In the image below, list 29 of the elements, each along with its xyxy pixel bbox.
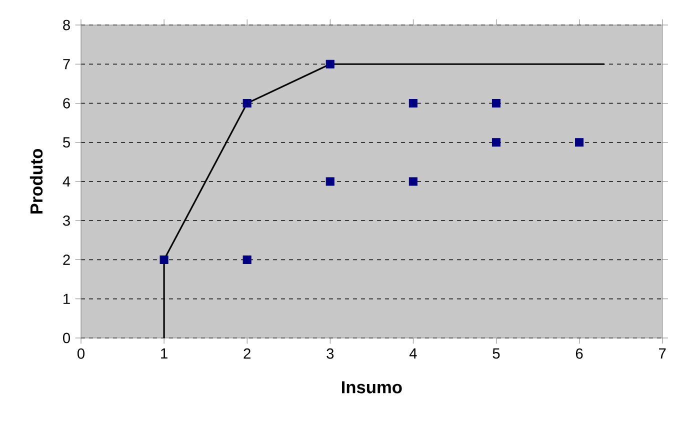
y-tick-label: 3 bbox=[63, 215, 70, 226]
y-tick-label: 4 bbox=[62, 176, 70, 187]
x-tick-label: 3 bbox=[326, 348, 334, 359]
y-tick-label: 0 bbox=[63, 332, 70, 344]
point bbox=[408, 98, 418, 108]
x-tick-label: 5 bbox=[492, 348, 500, 359]
point bbox=[242, 255, 252, 264]
point bbox=[492, 138, 501, 147]
point bbox=[160, 255, 168, 264]
point bbox=[575, 138, 584, 147]
y-axis-title: Produto bbox=[30, 148, 43, 214]
x-axis-title: Insumo bbox=[342, 381, 402, 394]
y-tick-label: 2 bbox=[63, 254, 70, 265]
point bbox=[408, 177, 418, 186]
y-tick-label: 1 bbox=[64, 294, 70, 304]
x-tick-label: 2 bbox=[244, 348, 250, 359]
y-tick-label: 5 bbox=[63, 137, 70, 148]
y-tick-label: 7 bbox=[63, 59, 70, 70]
y-tick-label: 8 bbox=[63, 20, 70, 30]
x-tick-label: 0 bbox=[77, 348, 84, 359]
x-tick-label: 6 bbox=[576, 348, 583, 359]
point bbox=[326, 177, 334, 186]
point bbox=[242, 98, 252, 108]
point bbox=[326, 60, 334, 68]
x-tick-label: 1 bbox=[161, 348, 168, 358]
x-tick-label: 7 bbox=[659, 348, 666, 358]
x-tick-label: 4 bbox=[409, 348, 417, 358]
y-tick-label: 6 bbox=[63, 98, 70, 108]
point bbox=[492, 98, 501, 108]
